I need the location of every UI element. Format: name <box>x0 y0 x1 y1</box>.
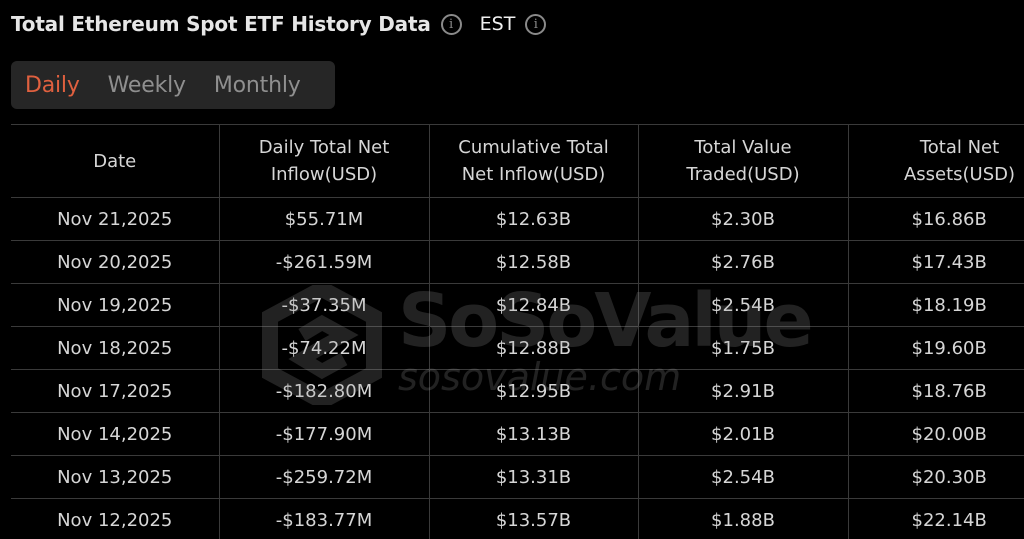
table-row: Nov 13,2025 -$259.72M $13.31B $2.54B $20… <box>11 455 1024 499</box>
cell-daily-net-inflow: $55.71M <box>218 197 430 241</box>
column-header-total-value-traded[interactable]: Total Value Traded(USD) <box>637 124 849 198</box>
cell-net-assets: $20.30B <box>847 455 1024 499</box>
cell-net-assets: $19.60B <box>847 326 1024 370</box>
cell-value-traded: $2.91B <box>637 369 849 413</box>
table-row: Nov 21,2025 $55.71M $12.63B $2.30B $16.8… <box>11 197 1024 241</box>
column-header-cumulative-net-inflow[interactable]: Cumulative Total Net Inflow(USD) <box>428 124 639 198</box>
cell-cumulative: $12.84B <box>428 283 639 327</box>
header: Total Ethereum Spot ETF History Data i E… <box>11 8 547 40</box>
cell-value-traded: $2.01B <box>637 412 849 456</box>
cell-date: Nov 18,2025 <box>11 326 220 370</box>
cell-date: Nov 13,2025 <box>11 455 220 499</box>
table-row: Nov 17,2025 -$182.80M $12.95B $2.91B $18… <box>11 369 1024 413</box>
cell-value-traded: $1.88B <box>637 498 849 539</box>
cell-date: Nov 19,2025 <box>11 283 220 327</box>
cell-daily-net-inflow: -$37.35M <box>218 283 430 327</box>
table-row: Nov 20,2025 -$261.59M $12.58B $2.76B $17… <box>11 240 1024 284</box>
cell-date: Nov 20,2025 <box>11 240 220 284</box>
cell-value-traded: $1.75B <box>637 326 849 370</box>
cell-net-assets: $18.19B <box>847 283 1024 327</box>
tab-daily[interactable]: Daily <box>25 72 80 98</box>
cell-value-traded: $2.54B <box>637 455 849 499</box>
cell-value-traded: $2.76B <box>637 240 849 284</box>
table-header-row: Date Daily Total Net Inflow(USD) Cumulat… <box>11 124 1024 198</box>
cell-cumulative: $13.31B <box>428 455 639 499</box>
cell-daily-net-inflow: -$177.90M <box>218 412 430 456</box>
cell-net-assets: $16.86B <box>847 197 1024 241</box>
table-row: Nov 19,2025 -$37.35M $12.84B $2.54B $18.… <box>11 283 1024 327</box>
cell-daily-net-inflow: -$259.72M <box>218 455 430 499</box>
column-header-total-net-assets[interactable]: Total Net Assets(USD) <box>847 124 1024 198</box>
tab-monthly[interactable]: Monthly <box>213 72 301 98</box>
cell-net-assets: $22.14B <box>847 498 1024 539</box>
cell-cumulative: $12.63B <box>428 197 639 241</box>
cell-daily-net-inflow: -$182.80M <box>218 369 430 413</box>
cell-daily-net-inflow: -$183.77M <box>218 498 430 539</box>
page-title: Total Ethereum Spot ETF History Data <box>11 12 431 36</box>
cell-net-assets: $17.43B <box>847 240 1024 284</box>
period-tabs: Daily Weekly Monthly <box>11 61 335 109</box>
info-circle-icon[interactable]: i <box>440 13 462 35</box>
cell-date: Nov 17,2025 <box>11 369 220 413</box>
cell-daily-net-inflow: -$261.59M <box>218 240 430 284</box>
cell-net-assets: $18.76B <box>847 369 1024 413</box>
cell-cumulative: $12.95B <box>428 369 639 413</box>
timezone-info-circle-icon[interactable]: i <box>525 13 547 35</box>
cell-value-traded: $2.54B <box>637 283 849 327</box>
cell-date: Nov 14,2025 <box>11 412 220 456</box>
etf-history-table: Date Daily Total Net Inflow(USD) Cumulat… <box>11 124 1024 539</box>
cell-date: Nov 12,2025 <box>11 498 220 539</box>
cell-cumulative: $13.57B <box>428 498 639 539</box>
column-header-daily-net-inflow[interactable]: Daily Total Net Inflow(USD) <box>218 124 430 198</box>
table-body: Nov 21,2025 $55.71M $12.63B $2.30B $16.8… <box>11 197 1024 539</box>
table-row: Nov 14,2025 -$177.90M $13.13B $2.01B $20… <box>11 412 1024 456</box>
column-header-date[interactable]: Date <box>11 124 220 198</box>
cell-cumulative: $13.13B <box>428 412 639 456</box>
cell-cumulative: $12.58B <box>428 240 639 284</box>
cell-net-assets: $20.00B <box>847 412 1024 456</box>
cell-daily-net-inflow: -$74.22M <box>218 326 430 370</box>
cell-value-traded: $2.30B <box>637 197 849 241</box>
timezone-label: EST <box>479 13 516 35</box>
cell-cumulative: $12.88B <box>428 326 639 370</box>
table-row: Nov 12,2025 -$183.77M $13.57B $1.88B $22… <box>11 498 1024 539</box>
table-row: Nov 18,2025 -$74.22M $12.88B $1.75B $19.… <box>11 326 1024 370</box>
cell-date: Nov 21,2025 <box>11 197 220 241</box>
tab-weekly[interactable]: Weekly <box>107 72 186 98</box>
